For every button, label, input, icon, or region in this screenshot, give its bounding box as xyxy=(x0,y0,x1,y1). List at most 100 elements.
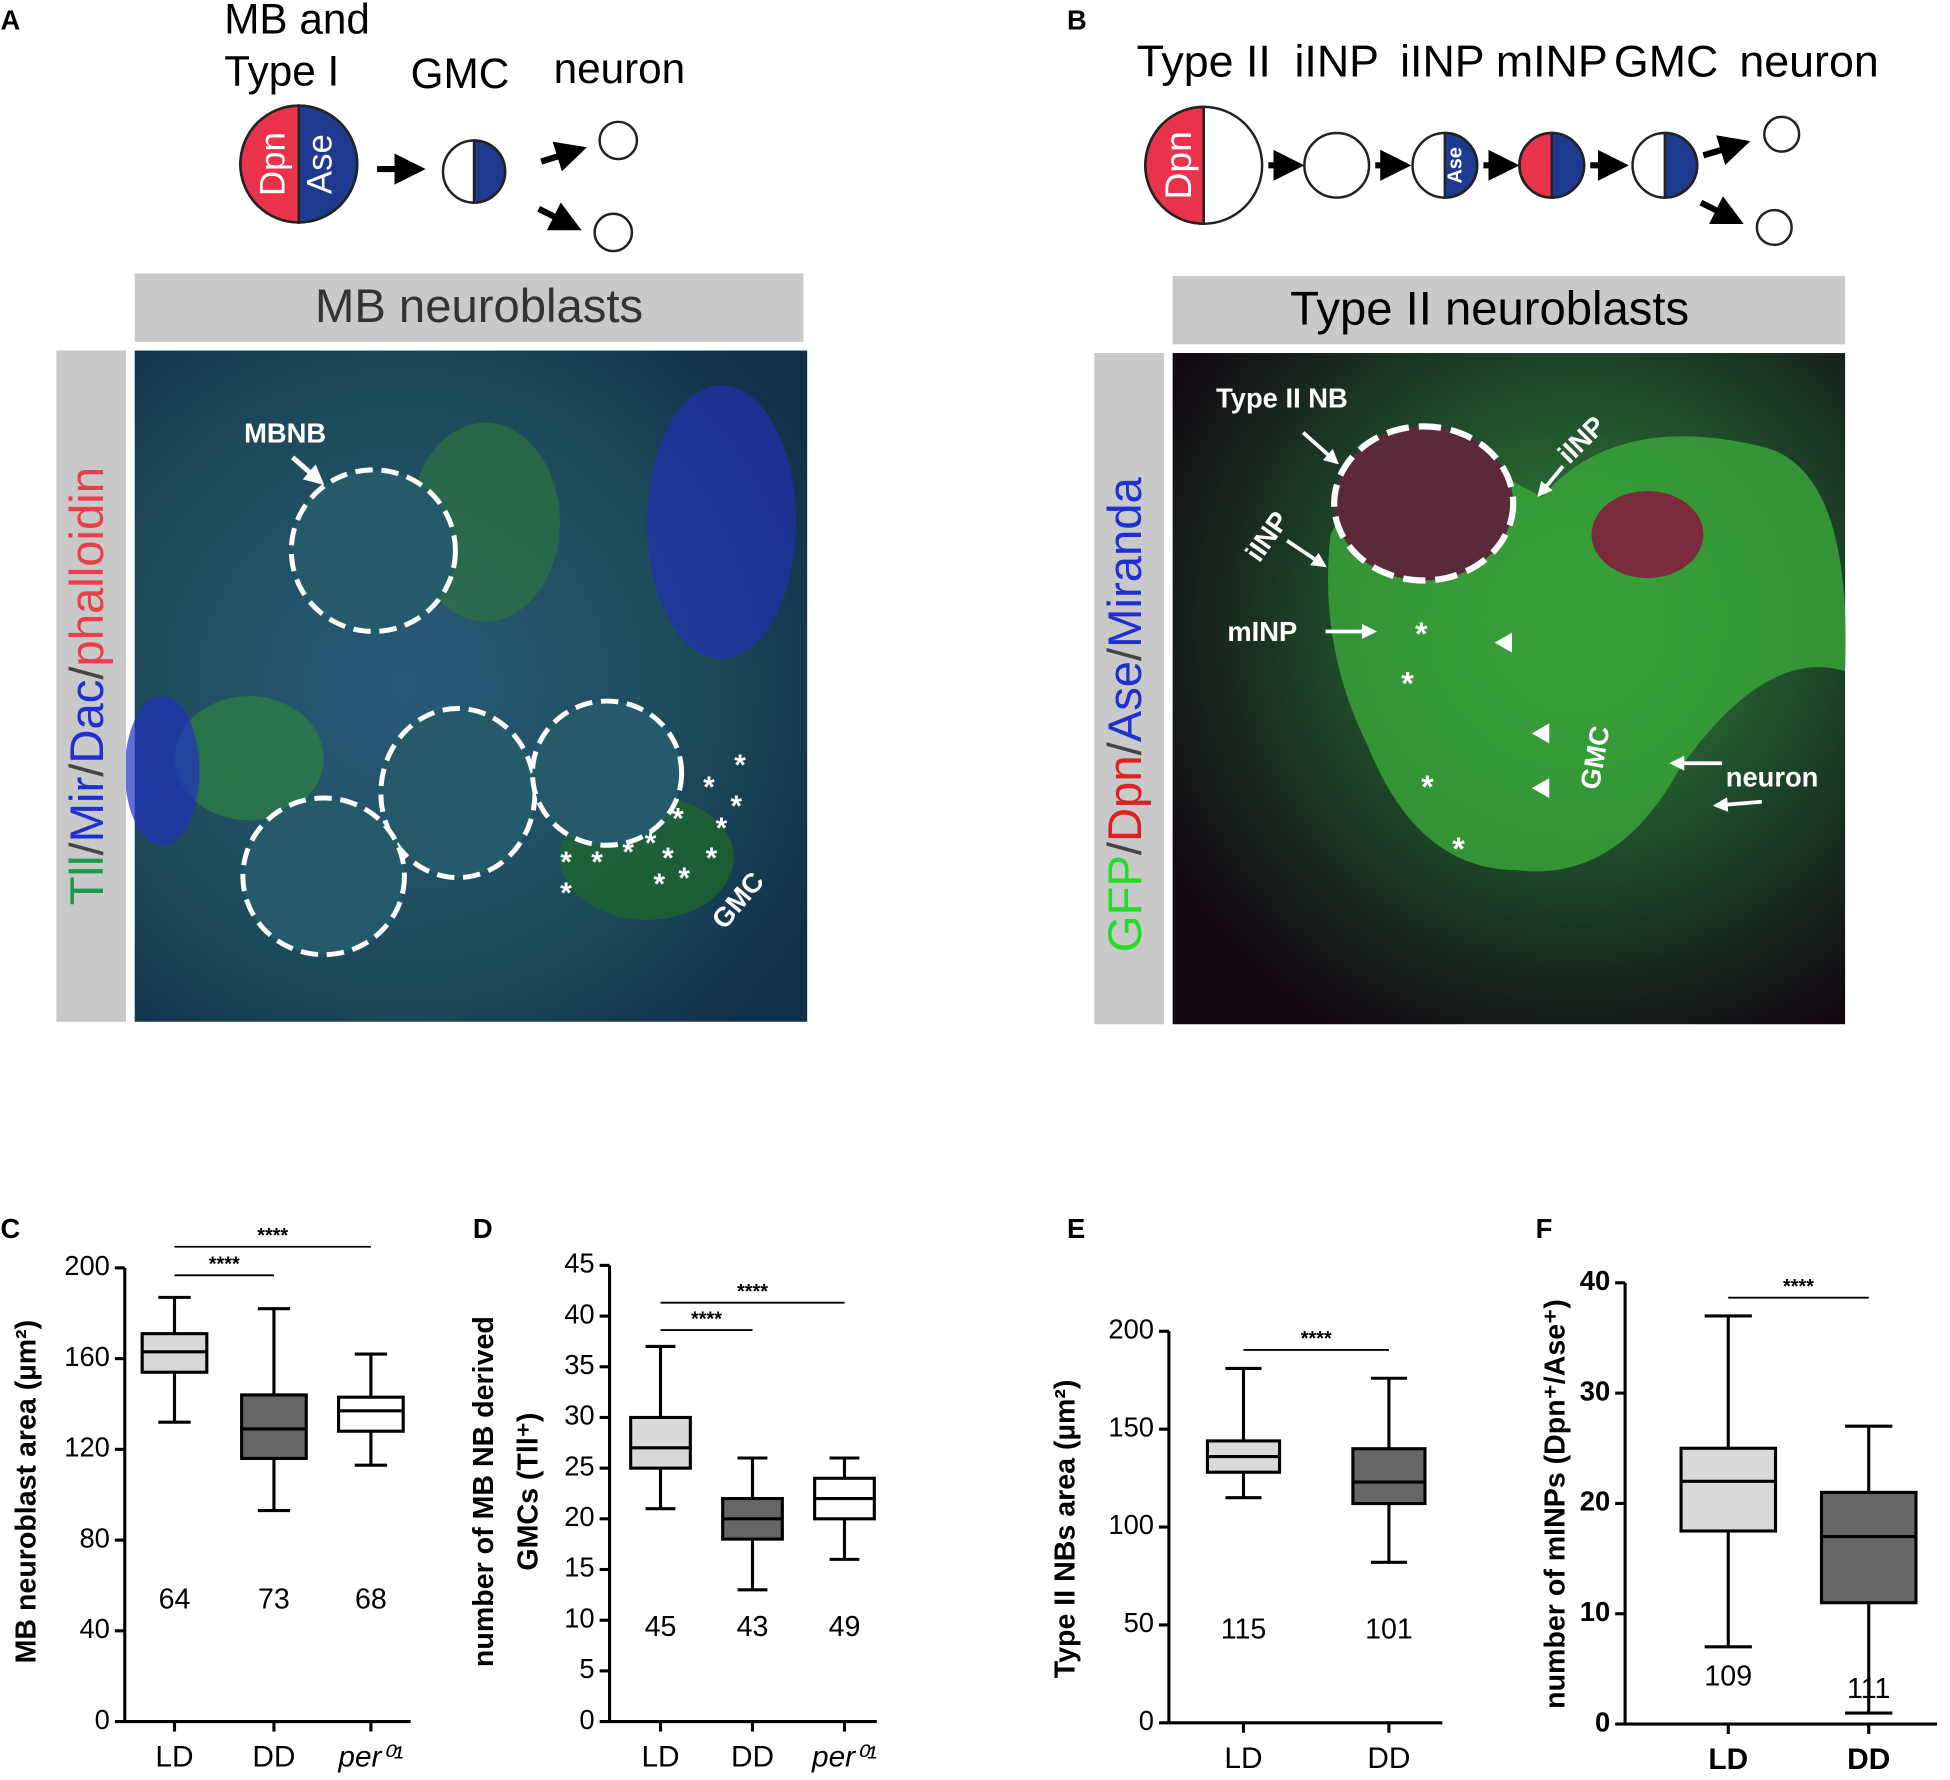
y-tick-label: 160 xyxy=(64,1341,110,1372)
x-tick-label: DD xyxy=(1847,1743,1890,1776)
n-label: 111 xyxy=(1847,1673,1890,1705)
panel-letter: A xyxy=(0,5,20,36)
y-tick-label: 40 xyxy=(1580,1265,1610,1296)
stain-part: GFP xyxy=(1100,855,1153,952)
x-tick-label: per⁰¹ xyxy=(811,1741,877,1774)
cell-label: Dpn xyxy=(1157,131,1199,199)
x-tick-label: LD xyxy=(1708,1743,1748,1776)
n-label: 43 xyxy=(737,1611,769,1643)
diagram-label: neuron xyxy=(1739,36,1878,86)
stain-part: / xyxy=(62,666,115,680)
n-label: 109 xyxy=(1704,1661,1752,1693)
y-tick-label: 20 xyxy=(564,1501,594,1532)
marker: * xyxy=(645,827,657,860)
marker: * xyxy=(706,842,718,875)
y-tick-label: 35 xyxy=(564,1349,594,1380)
x-tick-label: DD xyxy=(1367,1742,1410,1775)
diagram-heading: MB and xyxy=(224,0,370,43)
y-tick-label: 10 xyxy=(1580,1596,1610,1627)
marker: * xyxy=(678,862,690,895)
stain-box-b xyxy=(1094,353,1164,1025)
y-tick-label: 20 xyxy=(1580,1486,1610,1517)
significance-label: **** xyxy=(737,1281,768,1303)
marker: * xyxy=(1452,831,1465,867)
x-tick-label: LD xyxy=(1224,1742,1262,1775)
y-axis-title: number of MB NB derived xyxy=(468,1316,500,1667)
y-tick-label: 0 xyxy=(1139,1705,1154,1736)
marker: * xyxy=(1421,769,1434,805)
annotation: mINP xyxy=(1227,616,1297,647)
panel-letter: B xyxy=(1067,5,1087,36)
cell-label: Dpn xyxy=(253,132,292,196)
stain-part: / xyxy=(62,763,115,777)
panel-letter: D xyxy=(473,1213,493,1244)
diagram-heading: Type I xyxy=(224,48,339,95)
box xyxy=(1819,1490,1918,1605)
y-tick-label: 5 xyxy=(579,1653,594,1684)
n-label: 68 xyxy=(355,1584,387,1616)
stain-part: Tll xyxy=(62,855,115,905)
stain-label: Tll/Mir/Dac/phalloidin xyxy=(62,467,115,905)
y-axis-title: GMCs (Tll⁺) xyxy=(513,1413,545,1571)
significance-label: **** xyxy=(691,1308,722,1330)
y-tick-label: 0 xyxy=(95,1704,110,1735)
stain-label: GFP/Dpn/Ase/Miranda xyxy=(1100,476,1153,952)
box xyxy=(1679,1446,1778,1533)
y-tick-label: 200 xyxy=(64,1250,110,1281)
cell-label: Ase xyxy=(1444,147,1466,183)
panel-letter: F xyxy=(1536,1213,1553,1244)
y-axis-title: number of mINPs (Dpn⁺/Ase⁺) xyxy=(1539,1299,1571,1709)
n-label: 64 xyxy=(159,1584,191,1616)
y-tick-label: 10 xyxy=(564,1602,594,1633)
x-tick-label: per⁰¹ xyxy=(337,1741,403,1774)
panel-letter: C xyxy=(0,1213,20,1244)
marker: * xyxy=(591,846,603,879)
y-axis-title: Type II NBs area (µm²) xyxy=(1050,1380,1082,1679)
significance-label: **** xyxy=(257,1225,288,1247)
banner-title: Type II neuroblasts xyxy=(1290,282,1689,335)
box xyxy=(629,1415,692,1470)
annotation: MBNB xyxy=(244,417,326,448)
x-tick-label: DD xyxy=(731,1741,774,1774)
marker: * xyxy=(560,846,572,879)
marker: * xyxy=(622,836,634,869)
stain-part: / xyxy=(1100,647,1153,661)
n-label: 45 xyxy=(645,1611,677,1643)
banner-a xyxy=(134,273,804,342)
stain-part: phalloidin xyxy=(62,467,115,667)
marker: * xyxy=(734,749,746,782)
y-tick-label: 0 xyxy=(579,1704,594,1735)
diagram-label: GMC xyxy=(411,50,510,97)
significance-label: **** xyxy=(1783,1276,1814,1298)
y-tick-label: 45 xyxy=(564,1248,594,1279)
y-tick-label: 100 xyxy=(1108,1509,1154,1540)
annotation: neuron xyxy=(1726,762,1819,793)
significance-label: **** xyxy=(1301,1328,1332,1350)
y-axis-title: MB neuroblast area (µm²) xyxy=(10,1320,42,1664)
y-tick-label: 80 xyxy=(79,1522,109,1553)
n-label: 49 xyxy=(829,1611,861,1643)
y-tick-label: 120 xyxy=(64,1432,110,1463)
marker: * xyxy=(653,868,665,901)
micrograph-b xyxy=(1172,353,1846,1025)
panel-letter: E xyxy=(1067,1213,1085,1244)
y-tick-label: 30 xyxy=(564,1400,594,1431)
diagram-label: Type II xyxy=(1137,36,1271,86)
marker: * xyxy=(560,877,572,910)
banner-b xyxy=(1172,275,1846,345)
diagram-label: iINP xyxy=(1400,36,1485,86)
x-tick-label: DD xyxy=(252,1741,295,1774)
marker: * xyxy=(662,842,674,875)
stain-part: / xyxy=(1100,841,1153,855)
stain-part: Dpn xyxy=(1100,755,1153,842)
box xyxy=(240,1393,308,1460)
micrograph-a xyxy=(124,350,808,1022)
stain-part: Mir xyxy=(62,777,115,843)
stain-box-a xyxy=(56,350,127,1022)
n-label: 101 xyxy=(1365,1613,1413,1645)
y-tick-label: 40 xyxy=(79,1613,109,1644)
marker: * xyxy=(672,802,684,835)
diagram-b xyxy=(1144,105,1801,247)
